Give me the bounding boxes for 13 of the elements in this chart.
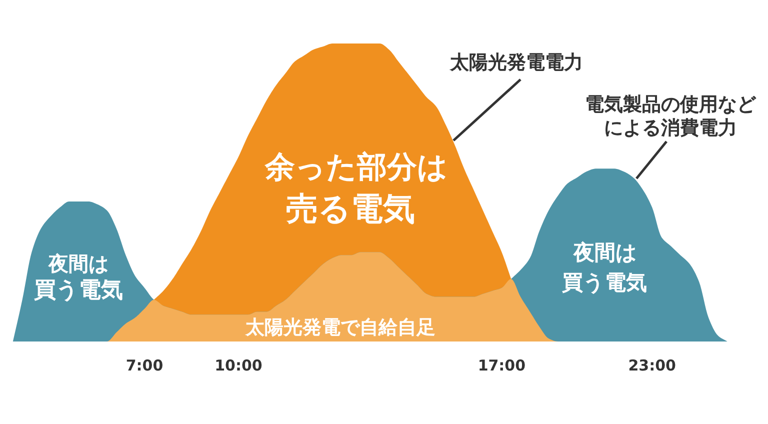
annotation: 買う電気 [33,278,123,303]
x-tick-label: 7:00 [126,356,164,374]
series-label: 太陽光発電電力 [449,52,583,74]
annotation: 余った部分は [264,150,448,185]
annotation: 買う電気 [561,270,647,294]
annotation: 夜間は [48,252,108,276]
series-label: 電気製品の使用などによる消費電力 [585,94,757,139]
annotation: 売る電気 [286,190,415,228]
series-label: 太陽光発電で自給自足 [244,316,436,338]
x-tick-label: 17:00 [478,356,526,374]
x-tick-label: 10:00 [214,356,262,374]
x-tick-label: 23:00 [628,356,676,374]
annotation: 夜間は [572,240,638,264]
